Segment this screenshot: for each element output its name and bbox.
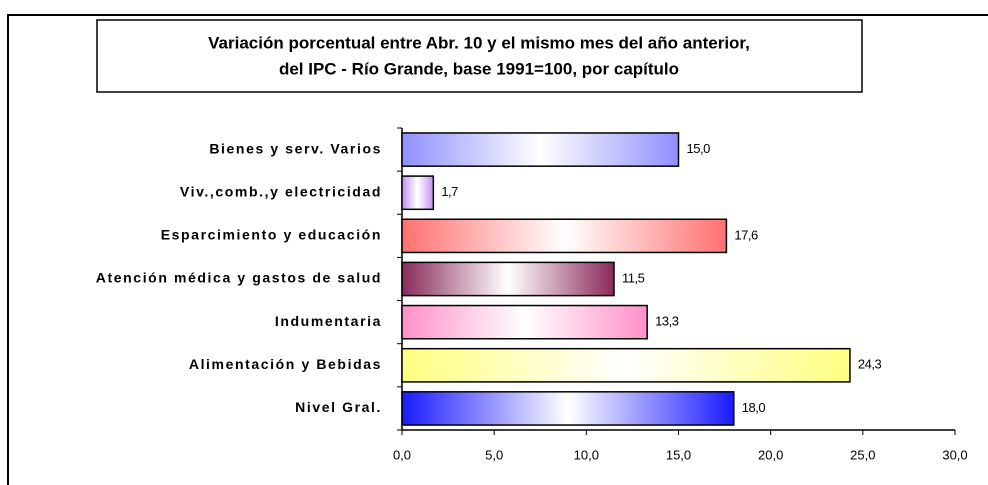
bar (401, 391, 735, 426)
data-label: 24,3 (858, 357, 882, 372)
x-tick-label: 10,0 (574, 447, 599, 462)
x-tick-label: 20,0 (758, 447, 783, 462)
y-tick-label: Atención médica y gastos de salud (96, 270, 382, 286)
data-label: 18,0 (742, 400, 766, 415)
y-tick-label: Alimentación y Bebidas (189, 356, 382, 372)
frame (7, 14, 988, 485)
bar (401, 132, 680, 167)
data-label: 1,7 (441, 184, 458, 199)
x-tick-label: 25,0 (850, 447, 875, 462)
bar (401, 261, 615, 297)
x-tick-label: 30,0 (942, 447, 967, 462)
y-tick-label: Viv.,comb.,y electricidad (180, 183, 382, 199)
y-tick-label: Esparcimiento y educación (161, 227, 382, 243)
y-tick-label: Bienes y serv. Varios (209, 140, 382, 156)
title-box (96, 19, 863, 93)
x-tick-label: 0,0 (393, 447, 411, 462)
y-tick-label: Indumentaria (275, 313, 382, 329)
x-tick-label: 5,0 (485, 447, 503, 462)
x-tick-label: 15,0 (666, 447, 691, 462)
bar (401, 218, 728, 254)
data-label: 17,6 (734, 227, 758, 242)
bar (401, 175, 435, 211)
data-label: 11,5 (622, 270, 645, 285)
data-label: 15,0 (687, 141, 711, 156)
bar (401, 347, 851, 383)
bar (401, 304, 648, 340)
data-label: 13,3 (655, 314, 679, 329)
y-tick-label: Nivel Gral. (295, 399, 382, 415)
chart-title: Variación porcentual entre Abr. 10 y el … (208, 33, 750, 52)
chart-title: del IPC - Río Grande, base 1991=100, por… (279, 59, 679, 78)
